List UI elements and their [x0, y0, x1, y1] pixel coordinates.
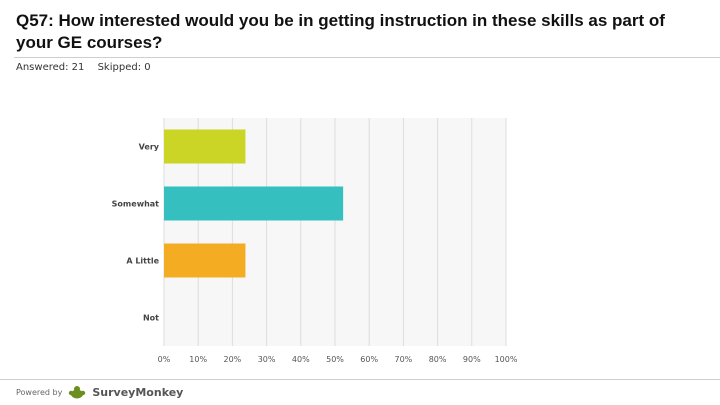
- bar-a-little: [164, 243, 246, 278]
- x-tick-label: 40%: [292, 355, 310, 364]
- question-title: Q57: How interested would you be in gett…: [16, 11, 665, 52]
- x-tick-label: 10%: [189, 355, 207, 364]
- x-tick-label: 0%: [158, 355, 171, 364]
- header-divider: [14, 57, 720, 58]
- footer: Powered by SurveyMonkey: [16, 383, 183, 401]
- x-tick-label: 60%: [360, 355, 378, 364]
- bar-very: [164, 129, 246, 164]
- category-label: Very: [139, 143, 160, 152]
- x-tick-label: 20%: [224, 355, 242, 364]
- category-label: Not: [143, 314, 159, 323]
- category-label: A Little: [126, 257, 159, 266]
- surveymonkey-logo-icon: [68, 385, 86, 399]
- grid-lines: [163, 118, 507, 346]
- footer-divider: [0, 379, 720, 380]
- answered-count: Answered: 21: [16, 62, 85, 73]
- x-tick-label: 90%: [463, 355, 481, 364]
- category-labels: Very Somewhat A Little Not: [112, 143, 160, 323]
- x-tick-label: 70%: [395, 355, 413, 364]
- response-stats: Answered: 21 Skipped: 0: [16, 62, 161, 73]
- bars: [164, 129, 344, 278]
- x-tick-label: 80%: [429, 355, 447, 364]
- x-tick-label: 100%: [495, 355, 518, 364]
- surveymonkey-brand: SurveyMonkey: [92, 385, 184, 399]
- category-label: Somewhat: [112, 200, 160, 209]
- powered-by-label: Powered by: [16, 387, 63, 397]
- tick-labels: 0% 10% 20% 30% 40% 50% 60% 70% 80% 90% 100%: [158, 355, 518, 364]
- x-tick-label: 50%: [326, 355, 344, 364]
- x-tick-label: 30%: [258, 355, 276, 364]
- bar-somewhat: [164, 186, 344, 221]
- skipped-count: Skipped: 0: [97, 62, 151, 73]
